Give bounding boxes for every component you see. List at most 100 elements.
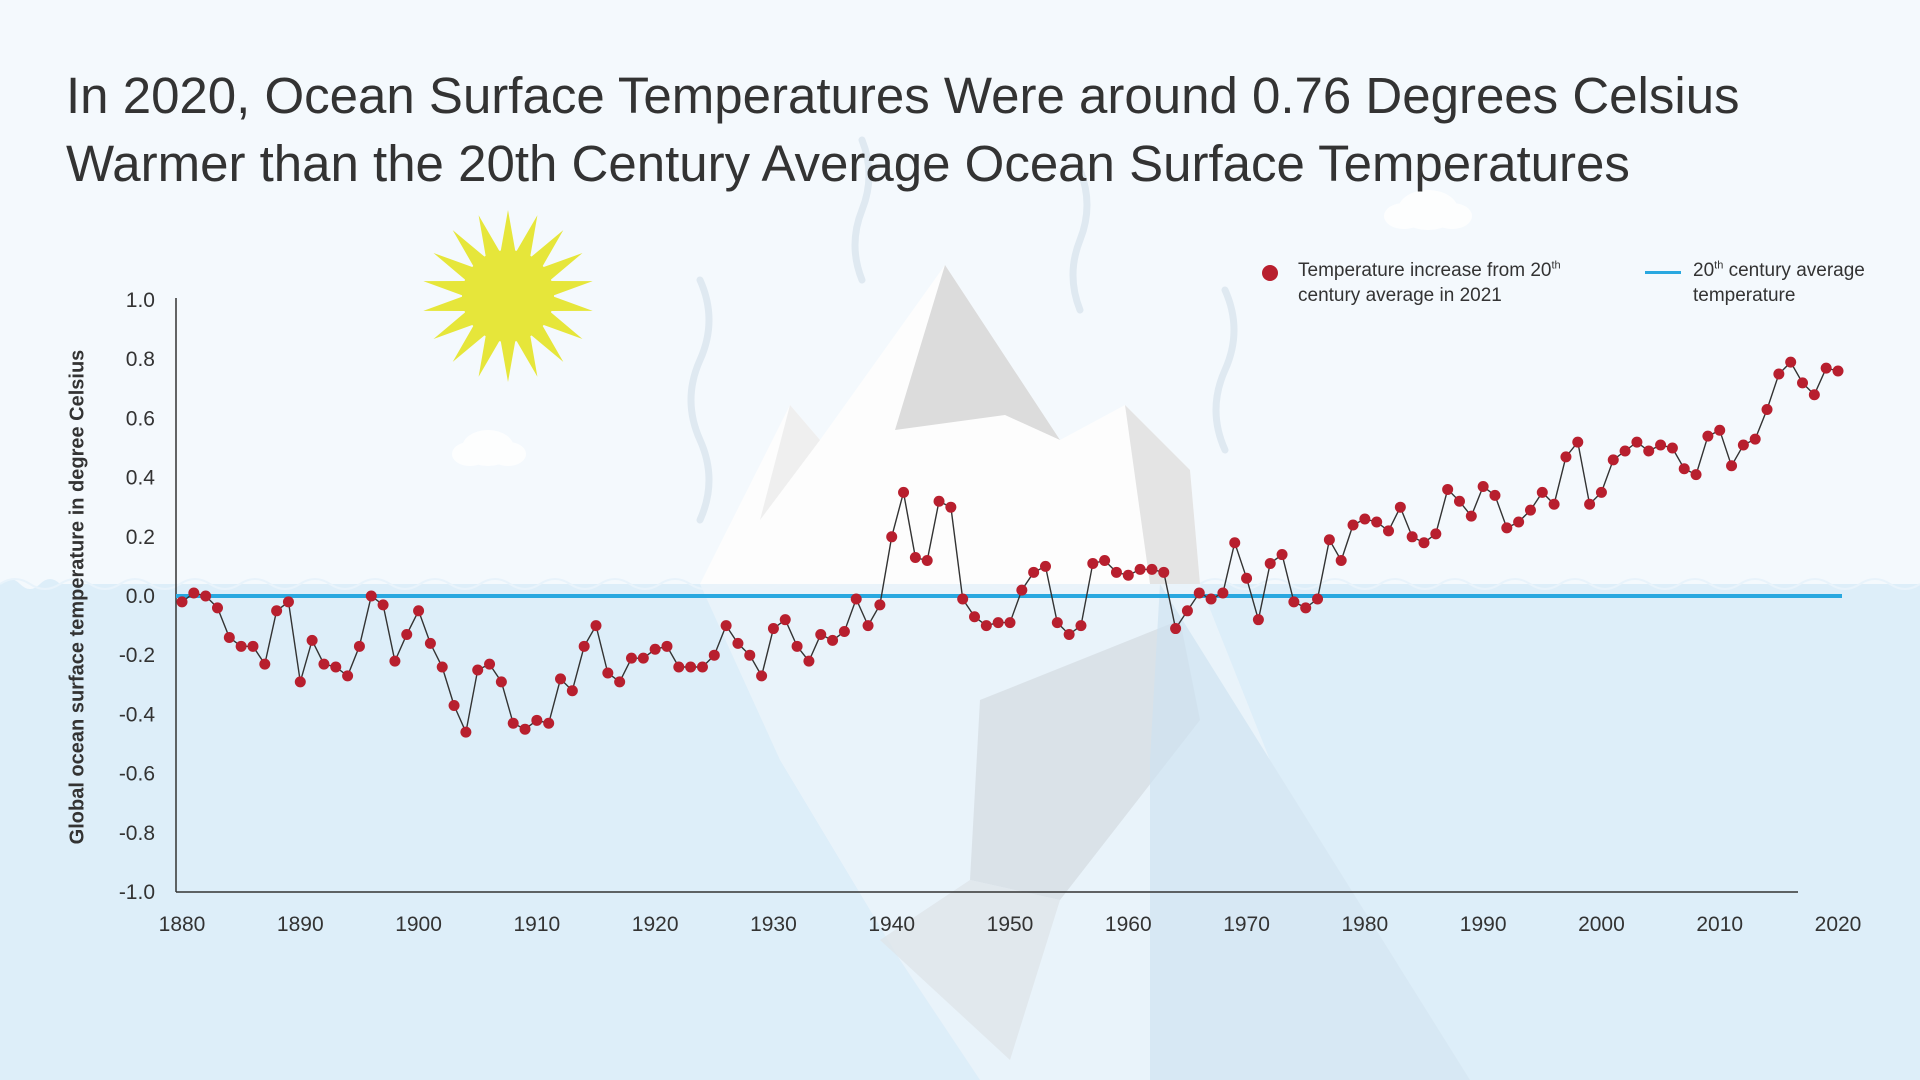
data-point	[1595, 486, 1607, 498]
x-tick-label: 2020	[1815, 913, 1862, 936]
data-point	[992, 617, 1004, 629]
heat-wave-icon	[687, 136, 1238, 524]
chart: 1.00.80.60.40.20.0-0.2-0.4-0.6-0.8-1.018…	[119, 289, 1862, 936]
data-point	[1264, 557, 1276, 569]
data-point	[1761, 404, 1773, 416]
data-point	[649, 643, 661, 655]
data-point	[862, 620, 874, 632]
y-tick-label: 0.6	[126, 407, 155, 430]
x-tick-label: 1900	[395, 913, 442, 936]
data-point	[1524, 504, 1536, 516]
data-point	[1099, 554, 1111, 566]
data-point	[1714, 424, 1726, 436]
x-tick-label: 1930	[750, 913, 797, 936]
legend-marker-blue-line	[1645, 271, 1681, 274]
x-tick-label: 1980	[1341, 913, 1388, 936]
data-point	[909, 552, 921, 564]
data-point	[223, 631, 235, 643]
data-point	[259, 658, 271, 670]
data-point	[1181, 605, 1193, 617]
data-point	[1465, 510, 1477, 522]
data-point	[1501, 522, 1513, 534]
data-point	[1406, 531, 1418, 543]
data-point	[578, 640, 590, 652]
data-point	[732, 637, 744, 649]
data-point	[779, 614, 791, 626]
data-point	[1134, 563, 1146, 575]
sun-disc	[462, 250, 554, 342]
data-point	[886, 531, 898, 543]
data-point	[1489, 489, 1501, 501]
data-point	[874, 599, 886, 611]
y-tick-label: -1.0	[119, 881, 155, 904]
data-point	[980, 620, 992, 632]
data-point	[969, 611, 981, 623]
data-point	[720, 620, 732, 632]
data-point	[661, 640, 673, 652]
data-point	[1252, 614, 1264, 626]
data-point	[365, 590, 377, 602]
data-point	[342, 670, 354, 682]
data-point	[531, 714, 543, 726]
data-point	[1288, 596, 1300, 608]
data-point	[306, 634, 318, 646]
data-point	[1607, 454, 1619, 466]
x-tick-label: 1890	[277, 913, 324, 936]
data-point	[1359, 513, 1371, 525]
data-point	[1075, 620, 1087, 632]
data-point	[1383, 525, 1395, 537]
data-point	[1666, 442, 1678, 454]
data-point	[1122, 569, 1134, 581]
data-point	[1430, 528, 1442, 540]
data-point	[176, 596, 188, 608]
data-point	[803, 655, 815, 667]
x-tick-label: 2000	[1578, 913, 1625, 936]
data-point	[1051, 617, 1063, 629]
data-point	[1726, 460, 1738, 472]
x-tick-label: 1910	[513, 913, 560, 936]
data-point	[1631, 436, 1643, 448]
data-point	[625, 652, 637, 664]
iceberg-icon	[700, 265, 1470, 1080]
data-point	[448, 700, 460, 712]
data-point	[744, 649, 756, 661]
x-tick-label: 1950	[987, 913, 1034, 936]
legend-item-century-average: 20th century average temperature	[1645, 258, 1905, 308]
data-point	[1643, 445, 1655, 457]
data-point	[1453, 495, 1465, 507]
data-point	[389, 655, 401, 667]
x-tick-label: 1920	[632, 913, 679, 936]
data-point	[543, 717, 555, 729]
data-point	[1832, 365, 1844, 377]
x-tick-label: 1880	[159, 913, 206, 936]
data-point	[294, 676, 306, 688]
data-point	[708, 649, 720, 661]
cloud-icon	[1384, 190, 1472, 230]
x-tick-label: 1990	[1460, 913, 1507, 936]
data-point	[933, 495, 945, 507]
data-point	[1323, 534, 1335, 546]
data-point	[1028, 566, 1040, 578]
data-point	[330, 661, 342, 673]
chart-title-line-1: In 2020, Ocean Surface Temperatures Were…	[66, 67, 1740, 124]
y-tick-label: -0.4	[119, 703, 156, 726]
data-point	[957, 593, 969, 605]
data-point	[1087, 557, 1099, 569]
data-point	[1217, 587, 1229, 599]
data-point	[495, 676, 507, 688]
y-tick-label: -0.6	[119, 763, 155, 786]
data-point	[188, 587, 200, 599]
data-point	[1158, 566, 1170, 578]
data-point	[1655, 439, 1667, 451]
y-tick-label: -0.8	[119, 822, 155, 845]
data-point	[460, 726, 472, 738]
data-point	[1063, 628, 1075, 640]
data-point	[401, 628, 413, 640]
data-point	[1347, 519, 1359, 531]
data-point	[815, 628, 827, 640]
data-point	[1276, 549, 1288, 561]
data-point	[945, 501, 957, 513]
data-point	[1418, 537, 1430, 549]
data-point	[1016, 584, 1028, 596]
data-point	[590, 620, 602, 632]
